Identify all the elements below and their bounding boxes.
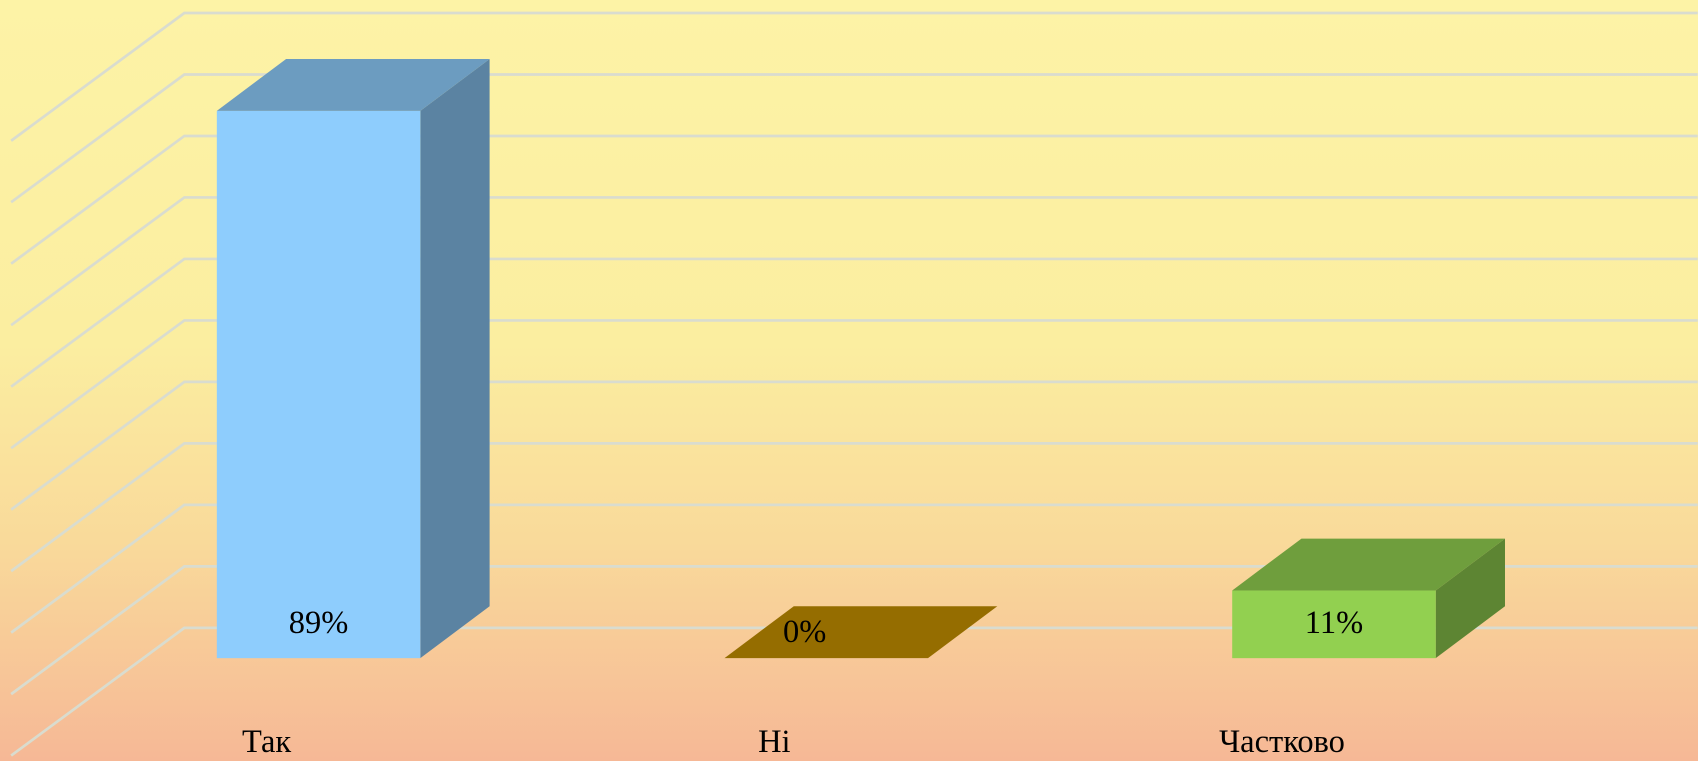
bar-top xyxy=(724,606,998,659)
data-label: 89% xyxy=(289,605,349,641)
bar-side xyxy=(1435,538,1505,659)
bar-top xyxy=(1232,538,1505,591)
bar-front xyxy=(216,110,421,659)
grid-line xyxy=(10,196,1698,327)
grid-line xyxy=(10,626,1698,757)
grid-line xyxy=(10,442,1698,573)
grid-line xyxy=(10,565,1698,696)
x-tick-label: Так xyxy=(242,724,291,760)
bar-front xyxy=(1232,590,1436,659)
grid-line xyxy=(10,380,1698,511)
bar-side xyxy=(420,58,490,659)
grid-line xyxy=(10,319,1698,450)
grid-line xyxy=(10,134,1698,265)
x-tick-label: Ні xyxy=(758,724,790,760)
bar-top xyxy=(216,58,490,111)
grid-line xyxy=(10,257,1698,388)
x-tick-label: Частково xyxy=(1219,724,1345,760)
grid-line xyxy=(10,503,1698,634)
data-label: 11% xyxy=(1305,605,1363,641)
grid-line xyxy=(10,73,1698,204)
data-label: 0% xyxy=(783,614,826,650)
grid-line xyxy=(10,11,1698,142)
